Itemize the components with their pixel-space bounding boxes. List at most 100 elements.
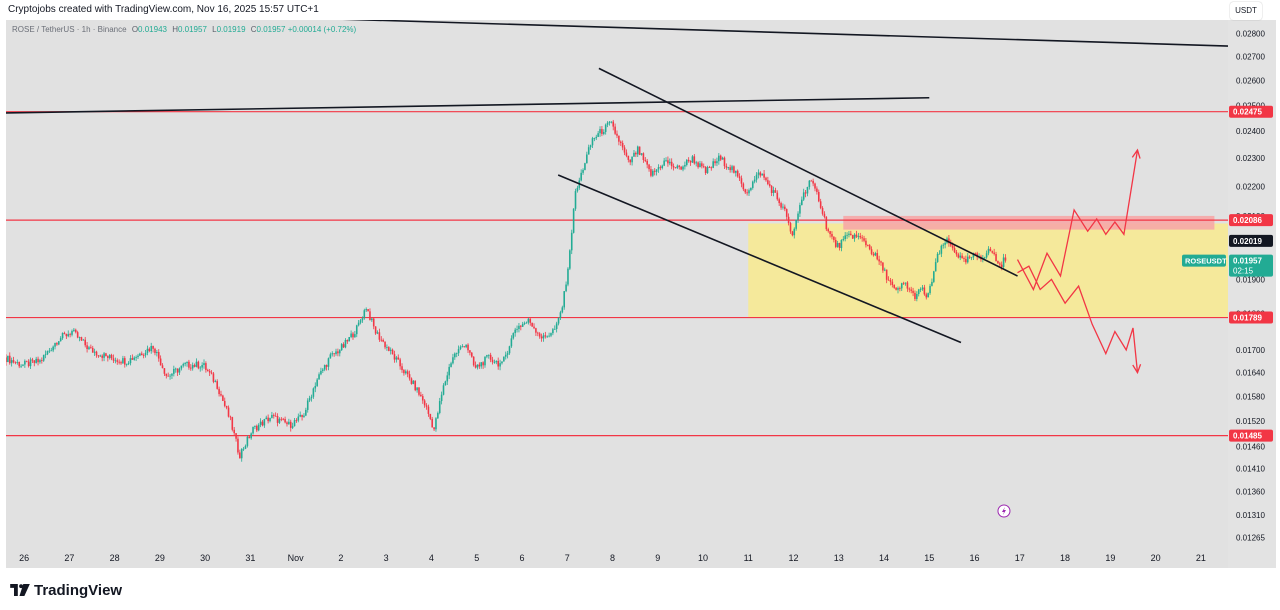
candle-body (276, 416, 279, 423)
candle-body (46, 351, 49, 355)
candle-body (150, 345, 153, 352)
candle-body (640, 153, 643, 155)
price-tick-label: 0.02200 (1236, 182, 1265, 191)
candle-body (450, 363, 452, 367)
candle-body (182, 364, 185, 366)
candle-body (576, 187, 579, 192)
price-level-label[interactable] (1229, 429, 1273, 442)
price-scale-svg[interactable]: 0.028000.027000.026000.025000.024000.023… (1228, 20, 1276, 568)
price-chart-svg[interactable]: 26 27 28 29 30 31 Nov 2 3 4 5 6 7 8 9 10 11 12 13 14 15 16 17 1… (6, 20, 1228, 568)
candle-body (897, 288, 899, 290)
candle-body (810, 180, 813, 182)
candle-body (378, 332, 381, 340)
candle-body (840, 239, 843, 248)
candle-body (235, 433, 237, 439)
price-level-label[interactable] (1229, 234, 1273, 247)
candle-body (648, 164, 650, 170)
candle-body (817, 191, 820, 202)
candle-body (86, 345, 88, 350)
candle-body (193, 365, 196, 367)
price-level-label[interactable] (1229, 105, 1273, 118)
candle-body (84, 339, 87, 346)
candle-body (652, 170, 654, 176)
legend-change: +0.00014 (+0.72%) (287, 25, 357, 34)
candle-body (778, 199, 780, 204)
candle-body (538, 333, 541, 337)
candle-body (795, 219, 797, 229)
candle-body (438, 401, 441, 414)
candle-body (729, 167, 731, 171)
candle-body (210, 372, 213, 374)
candle-body (446, 375, 449, 382)
candle-body (682, 166, 684, 170)
candle-body (420, 394, 422, 397)
plot-area[interactable]: 26 27 28 29 30 31 Nov 2 3 4 5 6 7 8 9 10 11 12 13 14 15 16 17 1… (6, 20, 1228, 568)
candle-body (16, 361, 19, 363)
trendline-2[interactable] (598, 67, 1018, 277)
candle-body (489, 354, 492, 360)
candle-body (56, 343, 58, 345)
candle-body (188, 361, 190, 368)
candle-body (974, 253, 977, 255)
candle-body (401, 366, 403, 371)
last-price-tag[interactable] (1229, 254, 1273, 277)
candle-body (506, 353, 509, 355)
candle-body (410, 378, 413, 384)
candle-body (900, 283, 903, 289)
candle-body (265, 417, 268, 420)
candle-body (870, 249, 873, 254)
bearish-scenario-arrow[interactable] (1017, 265, 1139, 373)
candle-body (480, 362, 483, 367)
candle-body (742, 183, 745, 190)
price-level-label[interactable] (1229, 214, 1273, 227)
candle-body (233, 429, 235, 434)
candle-body (821, 207, 824, 214)
candle-body (442, 385, 445, 395)
candle-body (580, 172, 582, 181)
candle-body (761, 173, 764, 176)
candle-body (248, 436, 251, 439)
trendline-3[interactable] (557, 174, 962, 344)
candle-body (435, 418, 437, 430)
legend-low: 0.01919 (216, 25, 246, 34)
candle-body (561, 307, 564, 313)
candle-body (510, 338, 513, 347)
candle-body (90, 347, 92, 349)
time-tick-label: 17 (1015, 553, 1025, 563)
candle-body (782, 206, 784, 208)
candle-body (916, 294, 918, 299)
candle-body (184, 363, 186, 365)
time-tick-label: 21 (1196, 553, 1206, 563)
candle-body (231, 417, 234, 430)
price-scale[interactable]: 0.028000.027000.026000.025000.024000.023… (1228, 20, 1276, 568)
candle-body (457, 349, 460, 354)
trendline-0[interactable] (6, 20, 1228, 47)
time-tick-label: 3 (384, 553, 389, 563)
candle-body (484, 356, 486, 366)
candle-body (753, 179, 756, 182)
candle-body (329, 354, 332, 359)
symbol-tag[interactable] (1182, 254, 1226, 267)
candle-body (327, 358, 330, 367)
candle-body (586, 154, 588, 164)
price-level-label[interactable] (1229, 311, 1273, 324)
chart-frame[interactable]: 26 27 28 29 30 31 Nov 2 3 4 5 6 7 8 9 10 11 12 13 14 15 16 17 1… (6, 20, 1276, 568)
candle-body (601, 129, 603, 134)
candle-body (499, 363, 501, 367)
candle-body (627, 155, 630, 160)
candle-body (337, 351, 339, 354)
candle-body (482, 362, 484, 366)
trendline-1[interactable] (6, 96, 930, 114)
candle-body (949, 243, 952, 246)
quote-currency-button[interactable]: USDT (1230, 2, 1262, 20)
price-tick-label: 0.01700 (1236, 346, 1265, 355)
candle-body (704, 166, 707, 174)
candle-body (584, 163, 586, 170)
candle-body (827, 229, 830, 232)
candle-body (152, 345, 154, 349)
candle-body (695, 162, 698, 164)
candle-body (312, 388, 315, 397)
candle-body (257, 424, 260, 431)
candle-body (523, 323, 526, 325)
bullish-scenario-arrow[interactable] (1016, 149, 1139, 292)
